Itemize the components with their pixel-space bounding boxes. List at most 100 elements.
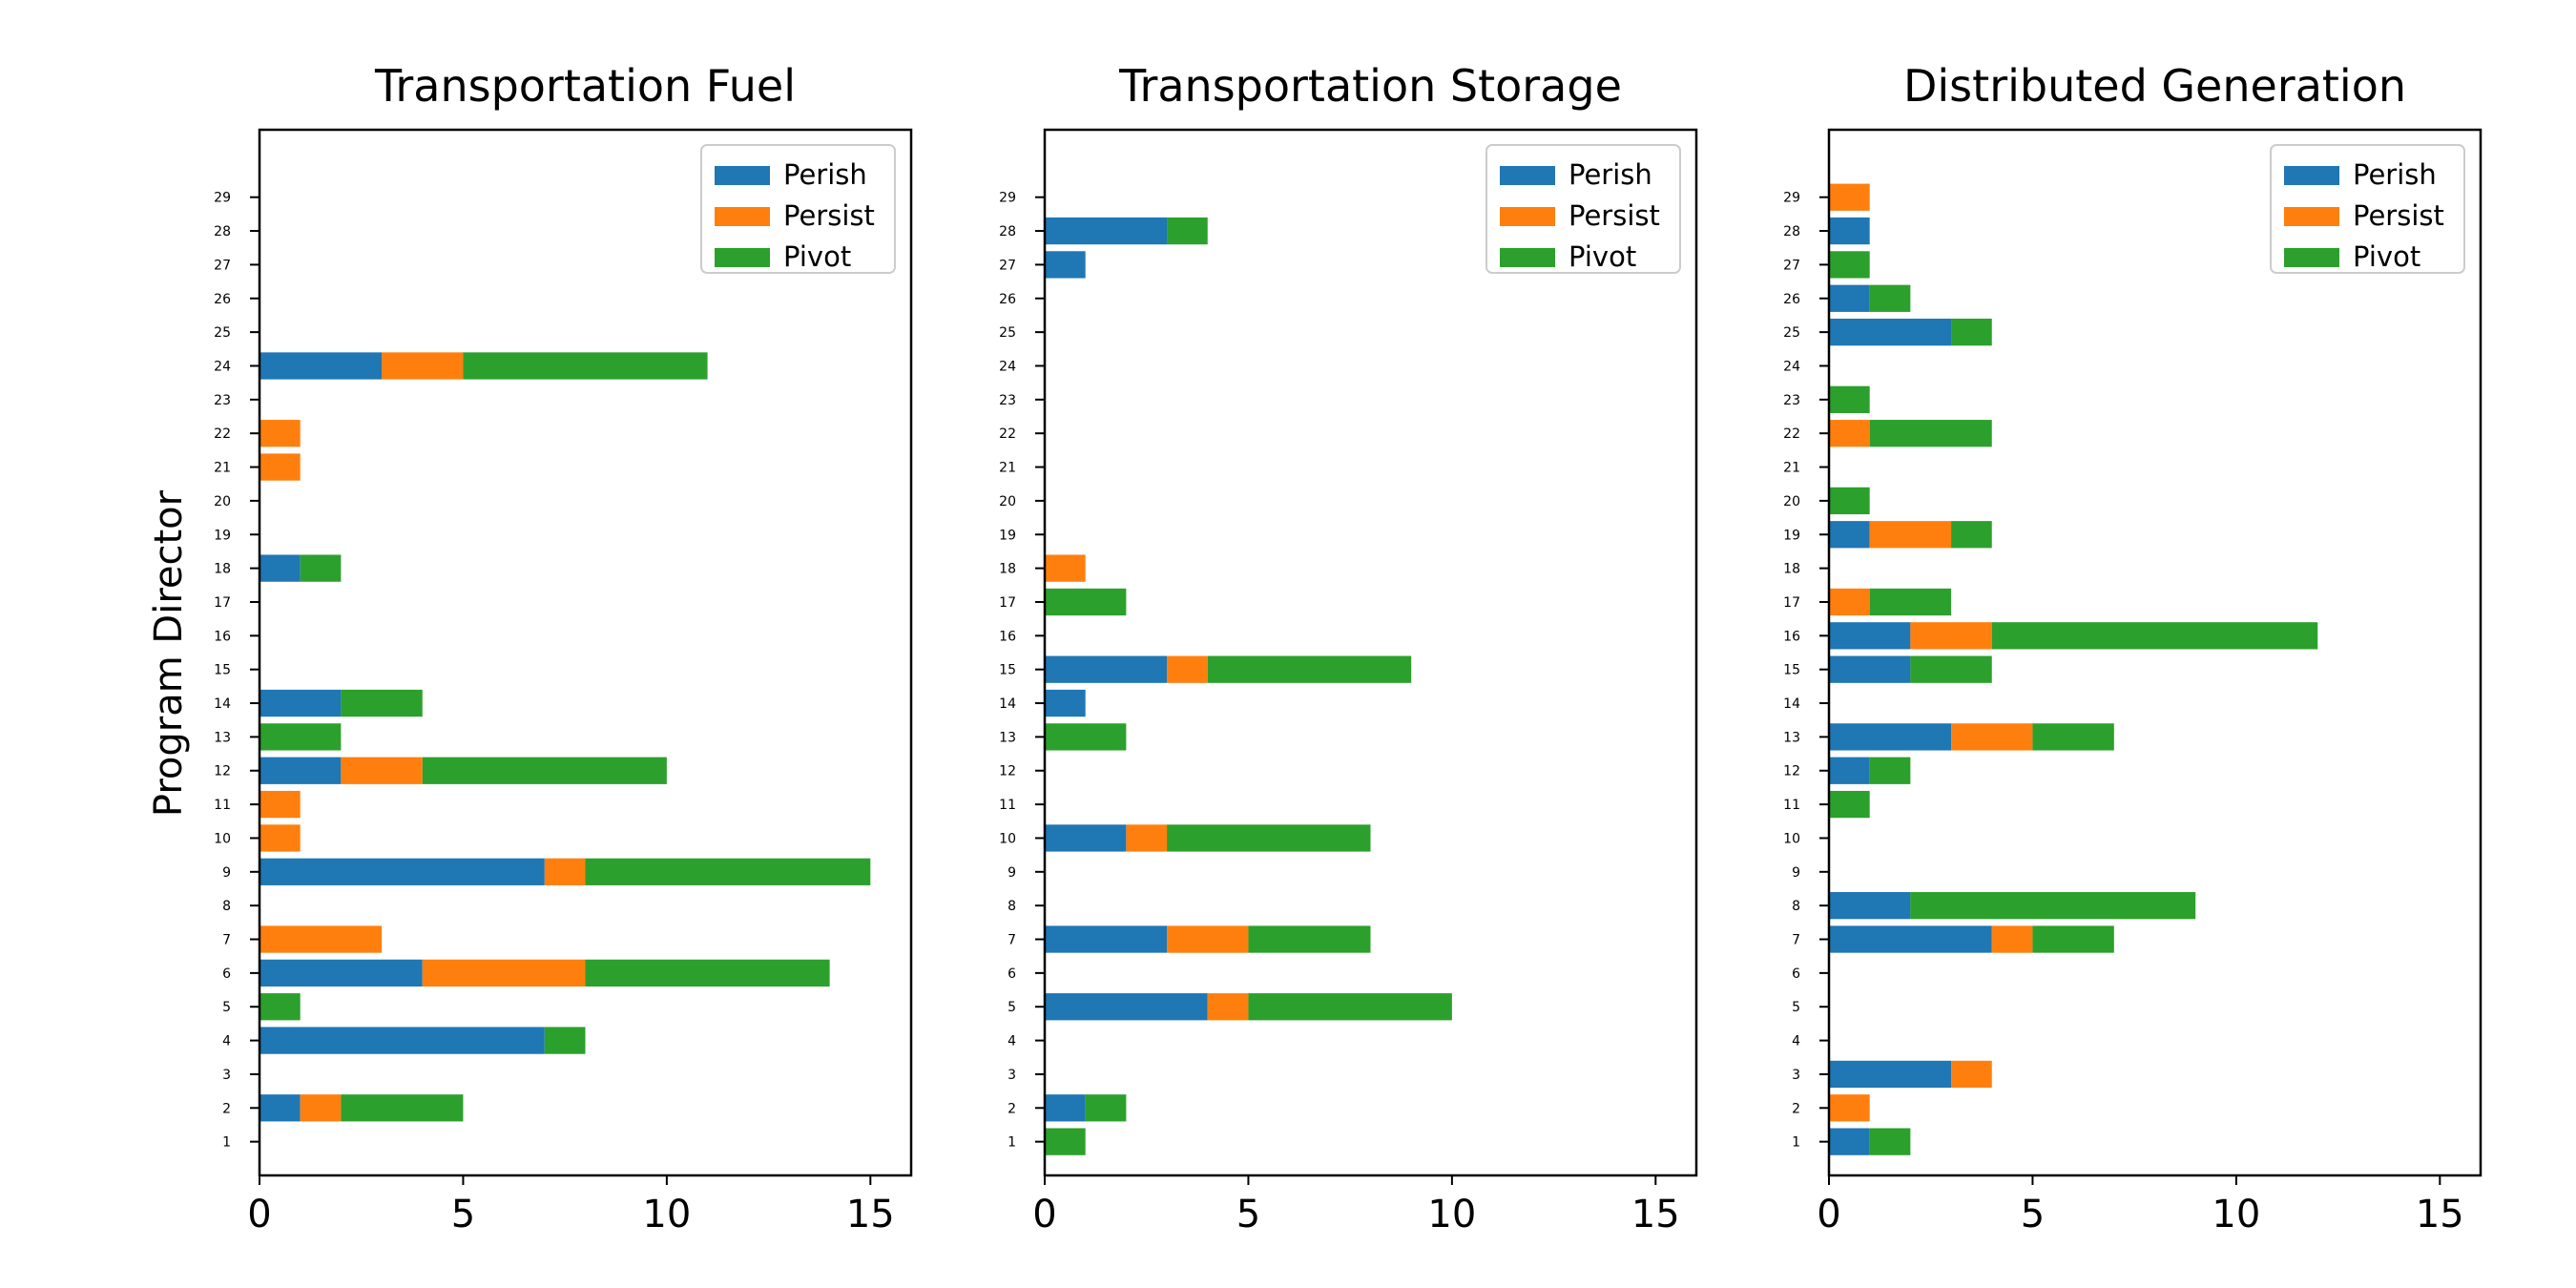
bar-persist-10 bbox=[260, 824, 301, 852]
y-tick-label: 11 bbox=[999, 798, 1016, 813]
legend-swatch-persist bbox=[2284, 207, 2339, 226]
bar-perish-3 bbox=[1829, 1060, 1952, 1089]
x-tick-label: 15 bbox=[846, 1193, 895, 1236]
bar-perish-7 bbox=[1829, 925, 1992, 953]
y-tick-label: 17 bbox=[999, 595, 1016, 611]
x-tick-label: 0 bbox=[247, 1193, 271, 1236]
y-tick-label: 27 bbox=[1783, 258, 1800, 273]
y-tick-label: 19 bbox=[214, 528, 231, 543]
bar-pivot-7 bbox=[1248, 925, 1371, 953]
y-tick-label: 10 bbox=[214, 831, 231, 846]
bar-persist-10 bbox=[1126, 824, 1168, 852]
bar-pivot-4 bbox=[544, 1027, 586, 1054]
x-tick-label: 10 bbox=[642, 1193, 691, 1236]
bar-pivot-2 bbox=[1085, 1094, 1127, 1122]
y-tick-label: 18 bbox=[214, 562, 231, 577]
y-tick-label: 29 bbox=[214, 191, 231, 206]
y-tick-label: 27 bbox=[214, 258, 231, 273]
y-tick-label: 26 bbox=[999, 292, 1016, 307]
bar-perish-25 bbox=[1829, 318, 1952, 346]
bar-pivot-25 bbox=[1951, 318, 1992, 346]
chart-panels: Transportation Fuel123456789101112131415… bbox=[214, 60, 2483, 1236]
bar-pivot-18 bbox=[300, 554, 342, 582]
bar-perish-8 bbox=[1829, 892, 1911, 920]
bar-perish-9 bbox=[260, 858, 545, 885]
y-tick-label: 9 bbox=[222, 865, 231, 881]
y-tick-label: 6 bbox=[222, 966, 231, 982]
chart-panel-distributed-generation: Distributed Generation123456789101112131… bbox=[1783, 60, 2483, 1236]
legend-label-pivot: Pivot bbox=[783, 240, 851, 273]
legend-swatch-persist bbox=[1500, 207, 1555, 226]
y-tick-label: 19 bbox=[1783, 528, 1800, 543]
bar-persist-7 bbox=[1167, 925, 1249, 953]
legend-swatch-perish bbox=[715, 166, 770, 185]
bar-perish-24 bbox=[260, 352, 383, 380]
chart-panel-transportation-storage: Transportation Storage123456789101112131… bbox=[999, 60, 1698, 1236]
bar-perish-10 bbox=[1045, 824, 1127, 852]
bar-persist-18 bbox=[1045, 554, 1086, 582]
bar-persist-12 bbox=[341, 757, 423, 784]
legend-label-perish: Perish bbox=[783, 158, 867, 191]
y-tick-label: 13 bbox=[1783, 730, 1800, 745]
y-tick-label: 4 bbox=[222, 1034, 231, 1049]
x-tick-label: 15 bbox=[1631, 1193, 1680, 1236]
y-tick-label: 17 bbox=[214, 595, 231, 611]
bar-perish-18 bbox=[260, 554, 301, 582]
y-tick-label: 8 bbox=[1792, 899, 1800, 914]
chart-title: Distributed Generation bbox=[1903, 60, 2406, 112]
bar-pivot-28 bbox=[1167, 217, 1208, 245]
bar-pivot-17 bbox=[1869, 588, 1952, 616]
bar-perish-13 bbox=[1829, 723, 1952, 751]
bar-perish-14 bbox=[1045, 689, 1086, 717]
y-tick-label: 11 bbox=[1783, 798, 1800, 813]
y-tick-label: 20 bbox=[1783, 494, 1800, 509]
axes-frame bbox=[258, 128, 913, 1177]
bar-pivot-10 bbox=[1167, 824, 1371, 852]
bar-persist-29 bbox=[1829, 183, 1870, 211]
bar-pivot-7 bbox=[2032, 925, 2114, 953]
bar-pivot-15 bbox=[1910, 655, 1992, 683]
bar-persist-16 bbox=[1910, 622, 1992, 650]
x-tick-label: 10 bbox=[1427, 1193, 1476, 1236]
bar-pivot-8 bbox=[1910, 892, 2196, 920]
y-axis-label: Program Director bbox=[147, 489, 191, 817]
legend: Perish Persist Pivot bbox=[1485, 144, 1681, 274]
bar-persist-24 bbox=[382, 352, 464, 380]
y-tick-label: 24 bbox=[1783, 359, 1800, 374]
bar-persist-19 bbox=[1869, 521, 1952, 549]
bar-pivot-1 bbox=[1045, 1128, 1086, 1155]
bar-pivot-6 bbox=[585, 959, 830, 987]
y-tick-label: 14 bbox=[999, 696, 1016, 712]
bar-perish-19 bbox=[1829, 521, 1870, 549]
legend-swatch-pivot bbox=[1500, 248, 1555, 267]
chart-title: Transportation Fuel bbox=[374, 60, 796, 112]
y-tick-label: 26 bbox=[1783, 292, 1800, 307]
bar-pivot-13 bbox=[260, 723, 342, 751]
bar-persist-9 bbox=[544, 858, 586, 885]
bar-pivot-13 bbox=[1045, 723, 1127, 751]
bar-persist-7 bbox=[260, 925, 383, 953]
bar-pivot-15 bbox=[1207, 655, 1412, 683]
legend-swatch-pivot bbox=[715, 248, 770, 267]
bar-perish-5 bbox=[1045, 993, 1208, 1021]
chart-title: Transportation Storage bbox=[1118, 60, 1622, 112]
y-tick-label: 5 bbox=[1792, 1000, 1800, 1015]
bar-pivot-16 bbox=[1991, 622, 2318, 650]
legend-label-persist: Persist bbox=[783, 199, 875, 232]
y-tick-label: 15 bbox=[1783, 663, 1800, 678]
y-tick-label: 18 bbox=[1783, 562, 1800, 577]
y-tick-label: 10 bbox=[1783, 831, 1800, 846]
bar-pivot-14 bbox=[341, 689, 423, 717]
y-tick-label: 4 bbox=[1792, 1034, 1800, 1049]
bar-perish-4 bbox=[260, 1027, 545, 1054]
bar-pivot-17 bbox=[1045, 588, 1127, 616]
bar-pivot-19 bbox=[1951, 521, 1992, 549]
bar-pivot-26 bbox=[1869, 284, 1911, 312]
bar-perish-6 bbox=[260, 959, 423, 987]
legend: Perish Persist Pivot bbox=[700, 144, 896, 274]
x-tick-label: 10 bbox=[2212, 1193, 2260, 1236]
y-tick-label: 15 bbox=[999, 663, 1016, 678]
legend-swatch-pivot bbox=[2284, 248, 2339, 267]
y-tick-label: 12 bbox=[999, 764, 1016, 779]
bar-persist-7 bbox=[1991, 925, 2033, 953]
